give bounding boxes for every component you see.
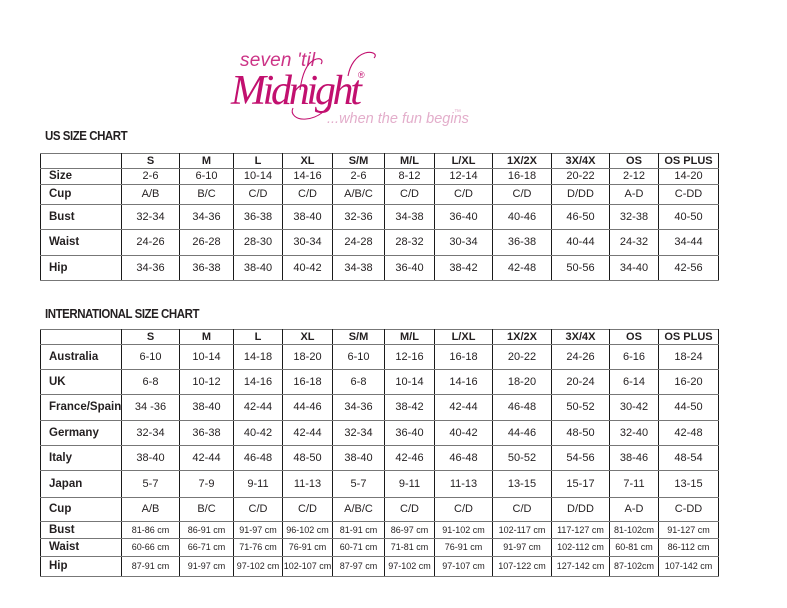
svg-text:®: ®: [358, 70, 365, 80]
svg-text:™: ™: [454, 109, 461, 116]
svg-text:...when the fun begins: ...when the fun begins: [327, 111, 469, 127]
svg-text:Midnight: Midnight: [230, 68, 363, 114]
